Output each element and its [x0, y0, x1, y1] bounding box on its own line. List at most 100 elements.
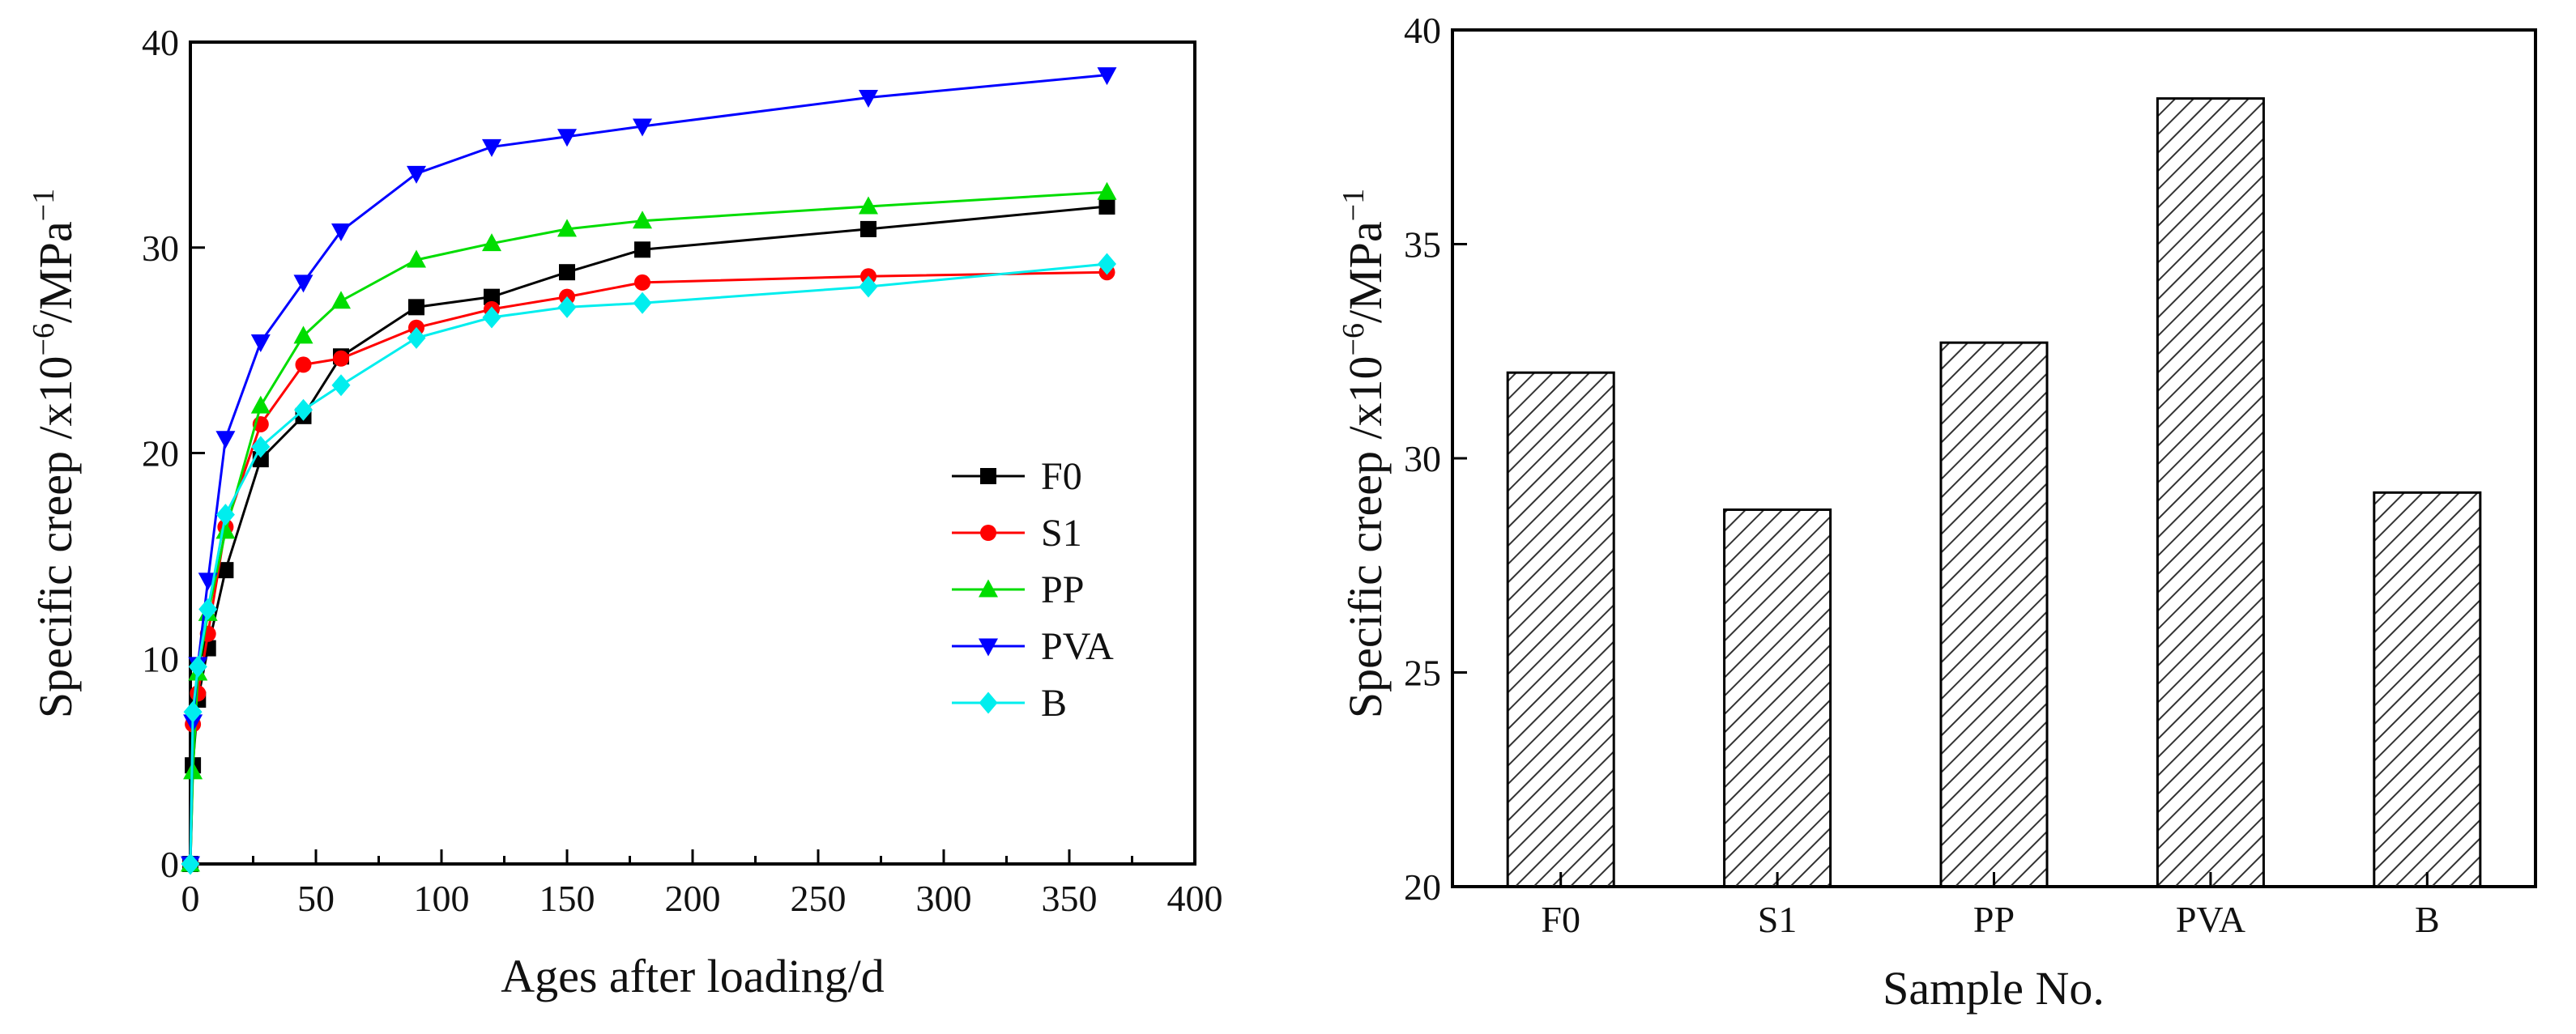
data-point-pva: [293, 274, 313, 293]
right-x-tick-label: PP: [1973, 899, 2015, 940]
series-f0: [182, 198, 1115, 872]
left-x-ticks: 0 50 100 150 200 250 300 350 400: [181, 849, 1223, 919]
data-point-pp: [331, 291, 351, 309]
left-y-axis-label: Specific creep /x10−6/MPa−1: [27, 189, 82, 718]
left-x-tick-label: 50: [297, 878, 335, 919]
data-point-b: [557, 296, 577, 318]
left-x-tick-label: 0: [181, 878, 200, 919]
left-y-tick-label: 40: [142, 22, 179, 63]
right-y-tick-label: 40: [1404, 10, 1441, 51]
right-x-axis-label: Sample No.: [1883, 962, 2105, 1015]
data-point-pp: [859, 196, 878, 215]
series-line-pva: [189, 74, 1107, 865]
data-point-b: [215, 504, 235, 526]
data-point-pp: [250, 395, 271, 414]
series-pva: [181, 67, 1117, 874]
left-x-tick-label: 250: [791, 878, 847, 919]
right-y-tick-label: 25: [1404, 653, 1441, 694]
data-point-pp: [482, 233, 501, 252]
left-x-tick-label: 150: [540, 878, 595, 919]
left-y-label-part-1: Specific creep /x10: [29, 355, 82, 718]
data-point-pva: [331, 223, 351, 241]
legend-label-pva: PVA: [1041, 625, 1114, 668]
data-point-s1: [634, 274, 650, 291]
data-point-b: [251, 436, 271, 458]
data-point-b: [859, 275, 878, 298]
right-x-tick-label: S1: [1758, 899, 1798, 940]
data-point-b: [188, 655, 207, 678]
series-line-s1: [189, 270, 1107, 865]
data-point-s1: [295, 356, 312, 373]
legend-marker-b: [979, 691, 998, 714]
right-y-label-part-2: /MPa: [1339, 221, 1392, 323]
data-point-f0: [634, 241, 650, 258]
data-point-pp: [1097, 181, 1117, 200]
bar-pp: [1939, 341, 2049, 888]
left-plot-frame: [189, 40, 1196, 866]
data-point-b: [482, 306, 501, 329]
right-x-tick-label: F0: [1541, 899, 1580, 940]
data-point-pva: [633, 118, 652, 137]
bar-pva: [2156, 97, 2265, 888]
data-point-pva: [557, 129, 577, 147]
data-point-b: [181, 853, 200, 875]
right-y-label-part-1: Specific creep /x10: [1339, 355, 1392, 718]
data-point-b: [407, 326, 426, 349]
data-point-b: [294, 398, 313, 421]
right-y-tick-label: 30: [1404, 438, 1441, 479]
data-point-pp: [557, 219, 577, 237]
data-point-f0: [559, 264, 575, 281]
legend-marker-pp: [979, 579, 998, 598]
left-y-tick-label: 20: [142, 433, 179, 474]
left-y-label-part-2: /MPa: [29, 221, 82, 323]
data-point-pva: [215, 431, 236, 449]
data-point-pva: [859, 90, 878, 109]
left-y-label-sup-1: −6: [27, 323, 61, 355]
data-point-b: [1098, 253, 1116, 275]
left-y-label-sup-2: −1: [27, 189, 61, 221]
left-y-tick-label: 30: [142, 228, 179, 269]
right-x-tick-label: PVA: [2176, 899, 2245, 940]
data-point-pva: [1097, 67, 1117, 86]
data-point-f0: [1098, 198, 1115, 215]
legend-item-f0: F0: [952, 455, 1082, 498]
legend-label-pp: PP: [1041, 568, 1084, 611]
creep-line-chart: 0 10 20 30 40 0 50 100 150 200 250 300 350 400 F0 S1 P…: [27, 22, 1223, 1002]
data-point-s1: [333, 350, 349, 367]
data-point-pp: [407, 249, 426, 268]
left-y-ticks: 0 10 20 30 40: [142, 22, 205, 885]
data-point-pp: [293, 326, 313, 344]
legend-marker-f0: [980, 468, 996, 484]
legend: F0 S1 PP PVA B: [952, 455, 1114, 725]
data-point-f0: [408, 299, 424, 316]
data-point-f0: [217, 562, 234, 579]
legend-item-pva: PVA: [952, 625, 1114, 668]
creep-bar-chart: 20 25 30 35 40 F0 S1 PP PVA B Sample No. Specifi…: [1337, 10, 2537, 1015]
right-y-tick-label: 35: [1404, 224, 1441, 266]
right-y-tick-label: 20: [1404, 866, 1441, 908]
legend-marker-s1: [980, 525, 996, 541]
data-point-f0: [860, 220, 876, 237]
left-series-group: [181, 67, 1117, 875]
left-y-tick-label: 0: [160, 844, 179, 885]
right-bars-group: [1506, 97, 2482, 888]
data-point-b: [198, 598, 218, 620]
data-point-pva: [407, 165, 426, 184]
left-x-tick-label: 200: [665, 878, 721, 919]
left-y-tick-label: 10: [142, 638, 179, 679]
legend-item-pp: PP: [952, 568, 1084, 611]
legend-label-f0: F0: [1041, 455, 1082, 498]
series-b: [181, 253, 1116, 875]
bar-s1: [1723, 508, 1832, 888]
right-y-axis-label: Specific creep /x10−6/MPa−1: [1337, 189, 1392, 718]
right-x-tick-label: B: [2415, 899, 2440, 940]
right-x-ticks: F0 S1 PP PVA B: [1541, 872, 2440, 940]
data-point-f0: [484, 288, 500, 305]
data-point-b: [633, 291, 652, 314]
right-y-label-sup-1: −6: [1337, 323, 1371, 355]
legend-label-s1: S1: [1041, 512, 1082, 555]
right-y-ticks: 20 25 30 35 40: [1404, 10, 1467, 908]
bar-f0: [1506, 371, 1615, 888]
legend-item-s1: S1: [952, 512, 1082, 555]
